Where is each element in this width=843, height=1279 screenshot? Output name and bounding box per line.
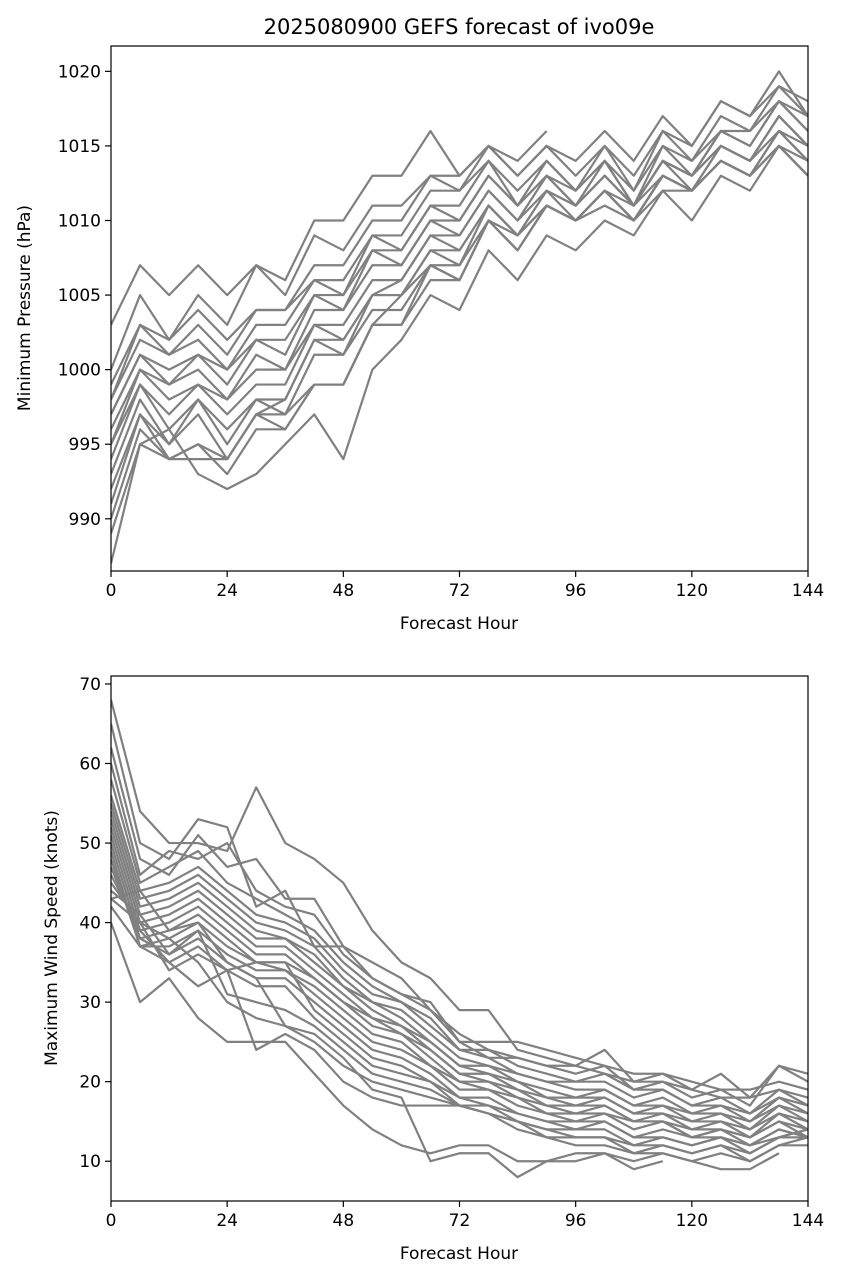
wind-series-line-14	[111, 866, 808, 1147]
chart-title: 2025080900 GEFS forecast of ivo09e	[264, 15, 655, 39]
wind-y-tick-label: 30	[79, 993, 101, 1013]
pressure-series-line-3	[111, 85, 808, 400]
pressure-series-line-14	[111, 144, 808, 520]
wind-x-axis-label: Forecast Hour	[400, 1244, 518, 1264]
wind-x-tick-label: 120	[676, 1211, 708, 1231]
pressure-y-tick-label: 1005	[58, 286, 101, 306]
wind-x-tick-label: 96	[565, 1211, 587, 1231]
pressure-series-line-13	[111, 144, 808, 505]
wind-x-tick-label: 48	[333, 1211, 355, 1231]
pressure-y-tick-label: 1010	[58, 212, 101, 232]
wind-x-tick-label: 0	[106, 1211, 117, 1231]
pressure-y-tick-label: 1020	[58, 62, 101, 82]
pressure-axes: 0 24 48 72 96 120 144 990 995 1000 1005 1010 1015 102…	[58, 45, 824, 601]
pressure-x-tick-label: 48	[333, 581, 355, 601]
wind-y-tick-label: 20	[79, 1073, 101, 1093]
pressure-y-axis-label: Minimum Pressure (hPa)	[15, 205, 35, 411]
pressure-series-line-15	[111, 114, 808, 535]
pressure-y-tick-label: 1015	[58, 137, 101, 157]
wind-y-tick-label: 60	[79, 755, 101, 775]
wind-x-tick-label: 24	[216, 1211, 238, 1231]
pressure-chart: 2025080900 GEFS forecast of ivo09e 0 24 48…	[15, 15, 824, 634]
pressure-x-tick-label: 72	[449, 581, 471, 601]
wind-series-line-21	[111, 889, 780, 1179]
pressure-y-tick-label: 995	[69, 435, 101, 455]
pressure-x-tick-label: 120	[676, 581, 708, 601]
wind-chart: 0 24 48 72 96 120 144 10 20 30 40 50 60 70 Forecast H…	[42, 675, 824, 1264]
wind-series-line-2	[111, 747, 808, 1099]
wind-series-line-20	[111, 922, 664, 1171]
wind-y-tick-label: 50	[79, 834, 101, 854]
wind-series-line-0	[111, 699, 808, 1099]
pressure-x-tick-label: 24	[216, 581, 238, 601]
wind-y-tick-label: 40	[79, 914, 101, 934]
wind-y-tick-label: 10	[79, 1152, 101, 1172]
wind-x-tick-label: 144	[792, 1211, 824, 1231]
pressure-series-line-12	[111, 144, 808, 490]
pressure-x-axis-label: Forecast Hour	[400, 614, 518, 634]
wind-series-line-5	[111, 794, 808, 1115]
pressure-x-tick-label: 0	[106, 581, 117, 601]
wind-x-tick-label: 72	[449, 1211, 471, 1231]
pressure-x-tick-label: 96	[565, 581, 587, 601]
pressure-series-line-11	[111, 129, 808, 475]
wind-series-group	[111, 699, 808, 1179]
pressure-y-tick-label: 1000	[58, 361, 101, 381]
pressure-x-tick-label: 144	[792, 581, 824, 601]
wind-axes: 0 24 48 72 96 120 144 10 20 30 40 50 60 70	[79, 675, 824, 1231]
pressure-series-line-16	[111, 144, 808, 564]
wind-series-line-3	[111, 763, 808, 1107]
wind-y-axis-label: Maximum Wind Speed (knots)	[42, 810, 62, 1066]
pressure-series-group	[111, 70, 808, 564]
pressure-y-tick-label: 990	[69, 510, 101, 530]
wind-y-tick-label: 70	[79, 675, 101, 695]
